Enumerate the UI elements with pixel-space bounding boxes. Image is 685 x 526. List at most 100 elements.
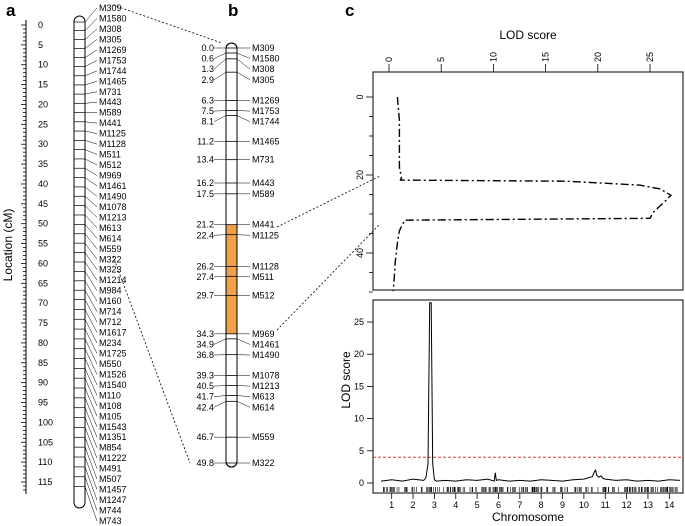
panel-a-tick-label: 115 bbox=[38, 477, 52, 487]
panel-a-marker-leader bbox=[84, 387, 98, 417]
panel-b-marker-label: M1078 bbox=[252, 371, 280, 381]
panel-c-top-xtick-label: 15 bbox=[541, 52, 551, 62]
panel-c-bottom-xtick-label: 4 bbox=[453, 500, 458, 510]
panel-a-tick-label: 0 bbox=[38, 20, 43, 30]
panel-b-marker-leader bbox=[236, 58, 251, 70]
panel-a-marker-label: M110 bbox=[99, 390, 121, 400]
panel-b-position-label: 11.2 bbox=[197, 136, 214, 146]
panel-a-marker-leader bbox=[84, 101, 98, 104]
panel-c-bottom-xtick-label: 5 bbox=[475, 500, 480, 510]
panel-c-bottom-ytick-label: 10 bbox=[354, 414, 364, 424]
panel-b-marker-leader bbox=[236, 110, 251, 112]
panel-a-marker-label: M1214 bbox=[99, 275, 127, 285]
panel-a-marker-leader bbox=[84, 252, 98, 270]
panel-a-marker-label: M443 bbox=[99, 97, 122, 107]
panel-a-marker-label: M854 bbox=[99, 443, 122, 453]
panel-a-marker-label: M1222 bbox=[99, 453, 127, 463]
panel-a-marker-leader bbox=[84, 224, 98, 239]
panel-b-marker-label: M969 bbox=[252, 329, 275, 339]
panel-a-marker-label: M731 bbox=[99, 87, 122, 97]
panel-a-marker-leader bbox=[84, 7, 98, 23]
panel-a-marker-leader bbox=[84, 437, 98, 469]
panel-c-top-xtick-label: 20 bbox=[593, 52, 603, 62]
panel-b-marker-leader bbox=[236, 395, 251, 397]
panel-a-marker-label: M1543 bbox=[99, 422, 127, 432]
panel-a-marker-label: M714 bbox=[99, 307, 122, 317]
panel-a-marker-label: M1078 bbox=[99, 202, 127, 212]
panel-a-marker-label: M105 bbox=[99, 411, 122, 421]
panel-b-position-label: 17.5 bbox=[196, 189, 214, 199]
panel-a-tick-label: 105 bbox=[38, 437, 53, 447]
panel-c-top-plot: LOD score 0 5 10 15 20 25 0 20 40 bbox=[355, 28, 684, 293]
panel-a-marker-leader bbox=[84, 158, 98, 166]
panel-b-marker-leader bbox=[236, 52, 251, 59]
panel-b-position-label: 41.7 bbox=[196, 392, 214, 402]
panel-a-marker-leader bbox=[84, 261, 98, 281]
panel-c-bottom-ytick-label: 5 bbox=[359, 446, 364, 456]
panel-a-marker-leader bbox=[84, 70, 98, 77]
panel-a-tick-label: 80 bbox=[38, 338, 48, 348]
panel-a-marker-label: M322 bbox=[99, 254, 122, 264]
panel-b-position-label: 6.3 bbox=[201, 96, 214, 106]
panel-a-marker-label: M308 bbox=[99, 24, 122, 34]
panel-a-ylabel: Location (cM) bbox=[1, 209, 15, 282]
panel-a-marker-leader bbox=[84, 447, 98, 480]
panel-a-marker-label: M1753 bbox=[99, 55, 127, 65]
panel-b-position-label: 27.4 bbox=[196, 272, 214, 282]
panel-b-position-label: 39.3 bbox=[196, 371, 214, 381]
panel-a-tick-label: 70 bbox=[38, 298, 48, 308]
panel-b-marker-label: M731 bbox=[252, 155, 275, 165]
panel-a-marker-label: M1247 bbox=[99, 495, 127, 505]
panel-a-marker-label: M969 bbox=[99, 171, 122, 181]
panel-a-marker-label: M1128 bbox=[99, 139, 126, 149]
panel-b-position-label: 13.4 bbox=[196, 155, 214, 165]
panel-b-marker-label: M1490 bbox=[252, 350, 280, 360]
panel-b-position-leader bbox=[213, 276, 227, 278]
panel-a-marker-leader bbox=[84, 271, 98, 291]
panel-c-bottom-xlabel: Chromosome bbox=[492, 510, 564, 524]
panel-c-bottom-xtick-label: 2 bbox=[411, 500, 416, 510]
panel-b-position-label: 40.5 bbox=[196, 381, 214, 391]
panel-b-position-leader bbox=[213, 395, 227, 397]
panel-b-position-label: 0.0 bbox=[201, 43, 214, 53]
panel-a-marker-label: M512 bbox=[99, 160, 122, 170]
panel-a-tick-label: 35 bbox=[38, 159, 48, 169]
panel-a-marker-label: M507 bbox=[99, 474, 122, 484]
panel-c-top-ytick-label: 40 bbox=[355, 248, 365, 258]
panel-a-marker-label: M589 bbox=[99, 108, 122, 118]
panel-a-tick-label: 75 bbox=[38, 318, 48, 328]
panel-a-tick-label: 20 bbox=[38, 99, 48, 109]
panel-a-marker-leader bbox=[84, 299, 98, 323]
panel-a-marker-leader bbox=[84, 130, 98, 134]
panel-b-position-label: 29.7 bbox=[196, 291, 214, 301]
panel-letter-b: b bbox=[228, 1, 238, 20]
panel-b-marker-leader bbox=[236, 338, 251, 345]
panel-a-marker-leader bbox=[84, 427, 98, 459]
panel-b-position-leader bbox=[213, 385, 227, 387]
panel-b-marker-label: M1128 bbox=[252, 261, 279, 271]
panel-b-marker-label: M305 bbox=[252, 75, 275, 85]
panel-b-markers: 0.0 M309 0.6 M1580 1.3 M308 2.9 M305 6.3 M1269 7.5… bbox=[196, 43, 279, 468]
panel-a-marker-leader bbox=[84, 242, 98, 260]
panel-b-marker-label: M322 bbox=[252, 458, 275, 468]
panel-c-bottom-xtick-label: 6 bbox=[496, 500, 501, 510]
panel-b-marker-label: M309 bbox=[252, 43, 275, 53]
panel-a-marker-leader bbox=[84, 328, 98, 354]
panel-b-marker-leader bbox=[236, 115, 251, 122]
connector-a-b-bottom bbox=[112, 255, 191, 464]
panel-a-marker-leader bbox=[84, 319, 98, 344]
panel-b-position-label: 7.5 bbox=[201, 106, 214, 116]
panel-a-marker-label: M1461 bbox=[99, 181, 127, 191]
panel-b-marker-leader bbox=[236, 401, 251, 408]
panel-a-marker-label: M1269 bbox=[99, 45, 127, 55]
panel-b-position-leader bbox=[213, 115, 227, 122]
panel-b-position-leader bbox=[213, 110, 227, 112]
panel-a-marker-leader bbox=[84, 28, 98, 40]
panel-a-marker-leader bbox=[84, 81, 98, 86]
panel-b-marker-label: M1461 bbox=[252, 339, 280, 349]
panel-a-marker-leader bbox=[84, 466, 98, 501]
panel-a-marker-label: M1617 bbox=[99, 328, 127, 338]
panel-c-bottom-lod-curve bbox=[380, 302, 681, 482]
